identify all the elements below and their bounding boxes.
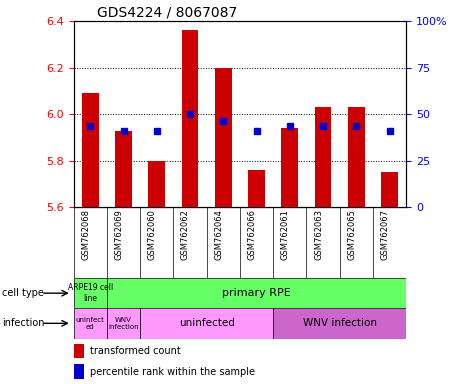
Text: WNV
infection: WNV infection [108, 317, 139, 329]
Text: GSM762067: GSM762067 [380, 209, 390, 260]
Text: primary RPE: primary RPE [222, 288, 291, 298]
Bar [181, 30, 199, 207]
Bar [74, 278, 107, 308]
Bar [314, 107, 332, 207]
Text: GSM762068: GSM762068 [81, 209, 90, 260]
Bar [273, 308, 406, 339]
Bar [74, 344, 84, 358]
Text: ARPE19 cell
line: ARPE19 cell line [67, 283, 113, 303]
Text: infection: infection [2, 318, 45, 328]
Text: percentile rank within the sample: percentile rank within the sample [90, 367, 255, 377]
Bar [82, 93, 99, 207]
Text: GSM762062: GSM762062 [181, 209, 190, 260]
Text: GSM762060: GSM762060 [148, 209, 157, 260]
Text: GDS4224 / 8067087: GDS4224 / 8067087 [97, 6, 238, 20]
Text: GSM762065: GSM762065 [347, 209, 356, 260]
Bar [148, 161, 165, 207]
Bar [215, 68, 232, 207]
Text: GSM762064: GSM762064 [214, 209, 223, 260]
Text: uninfect
ed: uninfect ed [76, 317, 104, 329]
Text: GSM762066: GSM762066 [247, 209, 257, 260]
Text: cell type: cell type [2, 288, 44, 298]
Text: transformed count: transformed count [90, 346, 181, 356]
Text: WNV infection: WNV infection [303, 318, 377, 328]
Text: GSM762061: GSM762061 [281, 209, 290, 260]
Bar [74, 308, 107, 339]
Bar [348, 107, 365, 207]
Text: GSM762063: GSM762063 [314, 209, 323, 260]
Bar [140, 308, 273, 339]
Text: GSM762069: GSM762069 [114, 209, 124, 260]
Bar [381, 172, 398, 207]
Bar [107, 308, 140, 339]
Bar [74, 364, 84, 379]
Bar [281, 128, 298, 207]
Bar [248, 170, 265, 207]
Text: uninfected: uninfected [179, 318, 235, 328]
Bar [115, 131, 132, 207]
